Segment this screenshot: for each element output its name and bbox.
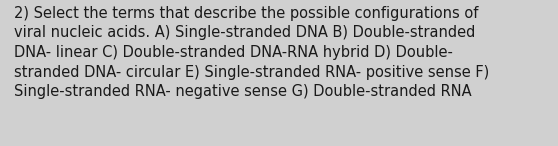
Text: 2) Select the terms that describe the possible configurations of
viral nucleic a: 2) Select the terms that describe the po… <box>14 6 489 99</box>
